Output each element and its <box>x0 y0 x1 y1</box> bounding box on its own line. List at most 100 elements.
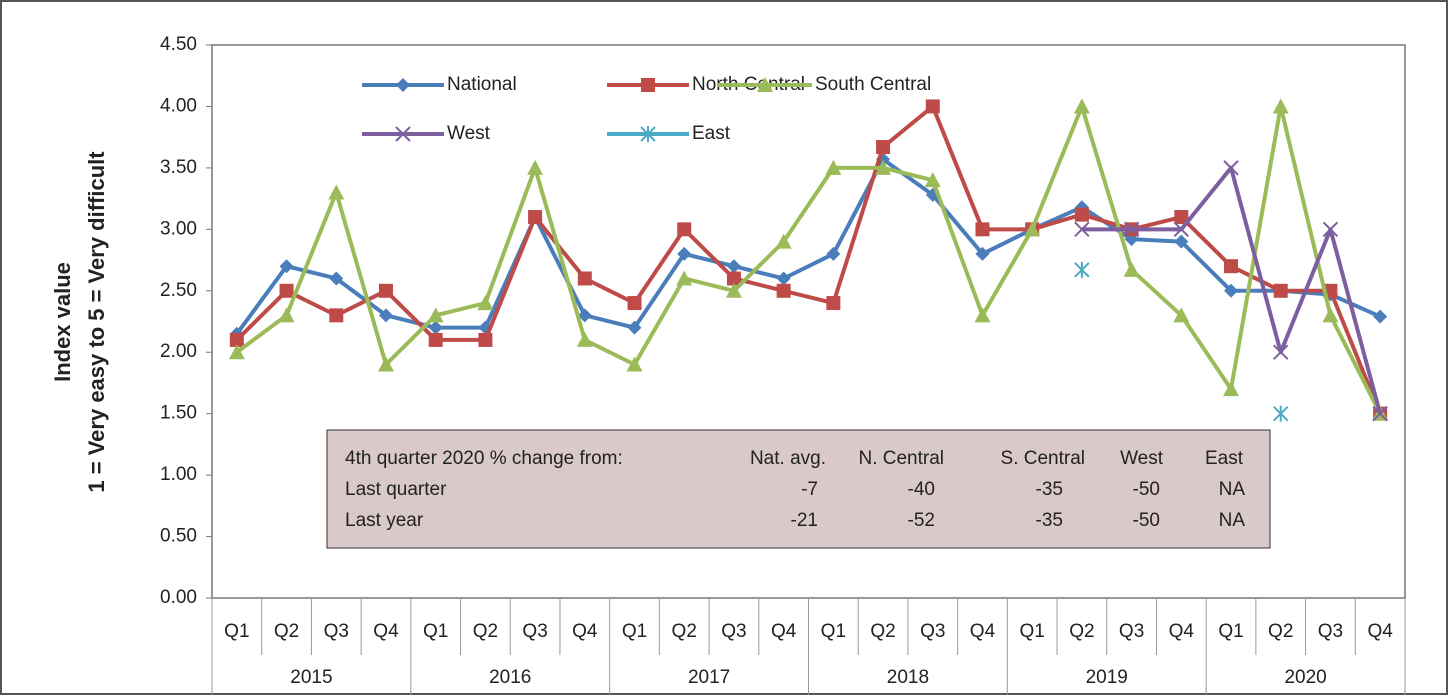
marker <box>1123 261 1140 277</box>
table-cell: -21 <box>791 510 818 531</box>
marker <box>229 332 244 347</box>
table-header: Nat. avg. <box>750 448 826 469</box>
marker <box>776 271 791 286</box>
x-tick-label: Q3 <box>1318 621 1343 642</box>
marker <box>378 283 393 298</box>
marker <box>396 78 410 92</box>
marker <box>1273 283 1288 298</box>
marker <box>1224 283 1239 298</box>
table-cell: NA <box>1219 479 1246 500</box>
marker <box>478 332 493 347</box>
marker <box>1273 344 1289 360</box>
x-tick-label: Q4 <box>970 621 996 642</box>
x-tick-label: Q1 <box>1218 621 1243 642</box>
legend-label: West <box>447 123 491 144</box>
table-cell: -52 <box>908 510 935 531</box>
x-tick-label: Q1 <box>1020 621 1045 642</box>
table-cell: Last quarter <box>345 479 447 500</box>
marker <box>974 307 991 323</box>
marker <box>278 307 295 323</box>
marker-stroke <box>1223 160 1239 176</box>
marker <box>1322 221 1339 238</box>
table-cell: Last year <box>345 510 424 531</box>
marker <box>477 295 494 311</box>
table-cell: -40 <box>908 479 935 500</box>
table-cell: NA <box>1219 510 1246 531</box>
marker <box>726 259 741 274</box>
x-tick-label: Q2 <box>672 621 697 642</box>
marker <box>826 296 841 311</box>
marker-stroke <box>1372 405 1388 422</box>
marker <box>378 308 393 323</box>
marker <box>427 307 444 323</box>
marker <box>725 282 742 298</box>
marker <box>876 139 891 154</box>
marker <box>776 283 791 298</box>
marker <box>641 78 655 92</box>
x-tick-label: Q3 <box>920 621 945 642</box>
marker <box>528 210 543 225</box>
marker-stroke <box>1173 221 1190 238</box>
x-tick-label: Q4 <box>1367 621 1393 642</box>
marker <box>677 222 692 237</box>
table-cell: -50 <box>1133 479 1160 500</box>
marker <box>1024 221 1041 237</box>
marker <box>1123 221 1140 238</box>
y-tick-label: 1.50 <box>160 403 197 424</box>
marker <box>1223 160 1239 176</box>
y-tick-label: 3.50 <box>160 157 197 178</box>
marker <box>826 246 841 261</box>
marker-stroke <box>1322 221 1339 238</box>
marker <box>1322 307 1339 323</box>
marker <box>279 283 294 298</box>
x-tick-label: Q1 <box>622 621 647 642</box>
x-tick-label: Q4 <box>771 621 797 642</box>
marker <box>329 308 344 323</box>
marker <box>328 184 345 200</box>
marker <box>757 77 773 92</box>
marker-stroke <box>1273 344 1289 360</box>
y-tick-label: 1.00 <box>160 464 197 485</box>
marker <box>726 271 741 286</box>
x-group-label: 2017 <box>688 667 730 688</box>
marker <box>924 172 941 188</box>
table-header: West <box>1120 448 1164 469</box>
y-axis-title: Index value <box>50 262 75 382</box>
x-tick-label: Q2 <box>274 621 299 642</box>
marker <box>428 320 443 335</box>
series-line <box>235 104 1382 415</box>
x-tick-label: Q3 <box>522 621 547 642</box>
y-tick-label: 4.00 <box>160 95 197 116</box>
marker <box>1174 234 1189 249</box>
x-tick-label: Q4 <box>373 621 399 642</box>
marker <box>640 126 656 142</box>
legend-label: East <box>692 123 731 144</box>
marker <box>1373 309 1388 324</box>
marker <box>975 246 990 261</box>
x-group-label: 2015 <box>290 667 332 688</box>
y-tick-label: 4.50 <box>160 34 197 55</box>
annotation-box <box>326 429 1271 549</box>
legend-label: National <box>447 74 517 95</box>
x-tick-label: Q2 <box>870 621 895 642</box>
series-line <box>235 104 1383 415</box>
marker <box>1224 259 1239 274</box>
x-tick-label: Q3 <box>1119 621 1144 642</box>
marker <box>1074 261 1090 278</box>
x-tick-label: Q1 <box>821 621 846 642</box>
table-cell: -35 <box>1036 510 1063 531</box>
marker <box>875 159 892 175</box>
marker <box>627 320 642 335</box>
marker-stroke <box>395 126 411 142</box>
table-header: N. Central <box>858 448 944 469</box>
y-tick-label: 2.00 <box>160 341 197 362</box>
legend-label: South Central <box>815 74 931 95</box>
x-group-label: 2019 <box>1086 667 1128 688</box>
marker <box>1174 210 1189 225</box>
marker <box>627 296 642 311</box>
marker <box>576 331 593 347</box>
x-group-label: 2020 <box>1284 667 1326 688</box>
marker <box>428 332 443 347</box>
marker <box>228 344 245 360</box>
